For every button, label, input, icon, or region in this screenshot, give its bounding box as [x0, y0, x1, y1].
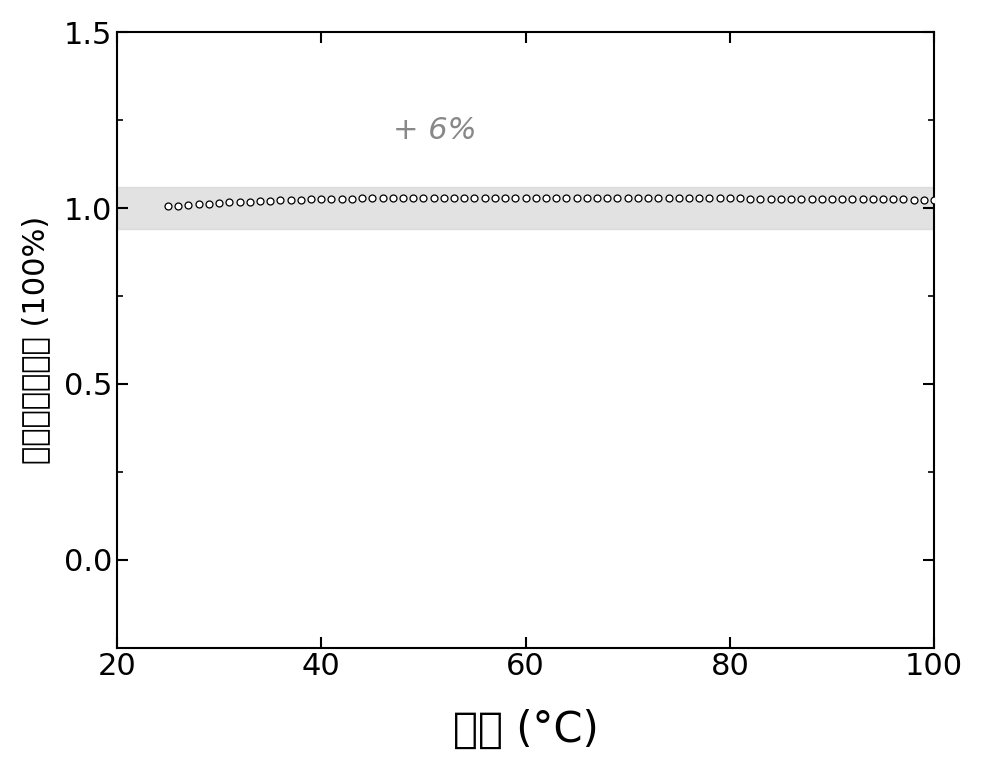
- Text: + 6%: + 6%: [393, 117, 476, 145]
- Bar: [117, 187, 934, 229]
- X-axis label: 温度 (°C): 温度 (°C): [453, 709, 598, 751]
- Y-axis label: 压电常数变化値 (100%): 压电常数变化値 (100%): [21, 216, 50, 464]
